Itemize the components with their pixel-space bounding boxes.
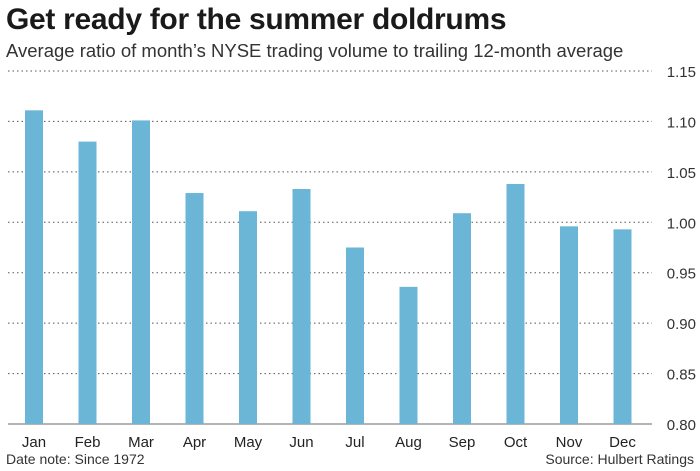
bar-jan: [25, 110, 43, 424]
bar-oct: [506, 183, 525, 424]
x-tick-label: Sep: [449, 434, 476, 451]
x-tick-label: Oct: [504, 434, 528, 451]
x-tick-label: Aug: [395, 434, 422, 451]
y-tick-label: 0.80: [667, 417, 696, 434]
x-tick-label: Apr: [183, 434, 206, 451]
y-tick-label: 1.10: [667, 114, 696, 131]
date-note: Date note: Since 1972: [6, 451, 145, 467]
y-tick-label: 0.85: [667, 367, 696, 384]
x-tick-label: May: [234, 434, 263, 451]
bar-may: [239, 211, 257, 424]
bar-feb: [78, 141, 97, 424]
gridlines: [8, 70, 652, 425]
x-tick-label: Feb: [75, 434, 101, 451]
chart-subtitle: Average ratio of month’s NYSE trading vo…: [6, 40, 624, 61]
x-tick-label: Mar: [128, 434, 154, 451]
bars: [25, 110, 632, 425]
bar-apr: [185, 193, 204, 424]
bar-chart: 0.80 0.85 0.90 0.95 1.00 1.05 1.10 1.15 Jan Feb M…: [8, 64, 696, 451]
bar-nov: [560, 226, 578, 424]
x-tick-label: Dec: [609, 434, 636, 451]
y-tick-label: 0.90: [667, 316, 696, 333]
y-axis-ticks: 0.80 0.85 0.90 0.95 1.00 1.05 1.10 1.15: [667, 64, 696, 434]
y-tick-label: 1.05: [667, 165, 696, 182]
bar-jul: [346, 247, 364, 424]
bar-dec: [613, 229, 632, 424]
bar-aug: [399, 286, 418, 424]
bar-jun: [292, 189, 311, 424]
y-tick-label: 1.00: [667, 215, 696, 232]
x-tick-label: Nov: [556, 434, 583, 451]
x-axis-ticks: Jan Feb Mar Apr May Jun Jul Aug Sep Oct Nov Dec: [22, 434, 636, 451]
source-note: Source: Hulbert Ratings: [545, 451, 694, 467]
x-tick-label: Jul: [345, 434, 364, 451]
chart-title: Get ready for the summer doldrums: [6, 3, 507, 36]
bar-mar: [132, 120, 150, 425]
x-tick-label: Jan: [22, 434, 46, 451]
bar-sep: [453, 213, 471, 424]
y-tick-label: 1.15: [667, 64, 696, 81]
x-tick-label: Jun: [289, 434, 313, 451]
y-tick-label: 0.95: [667, 266, 696, 283]
